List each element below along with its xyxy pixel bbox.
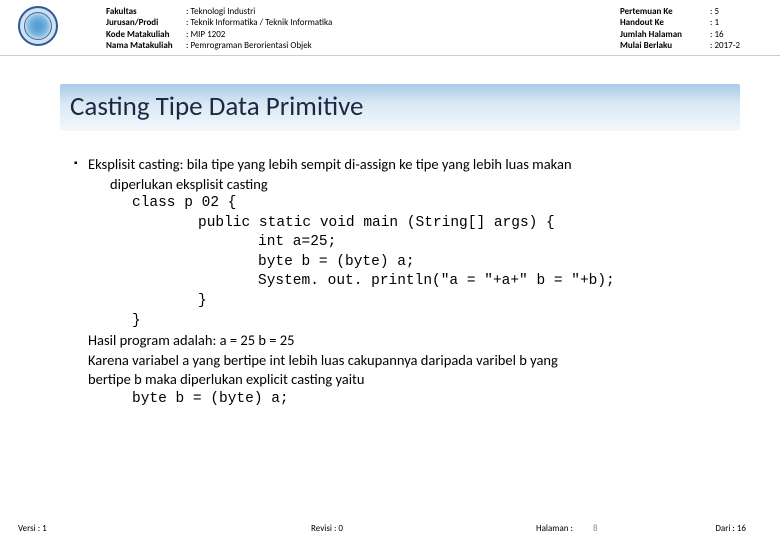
label-mulai: Mulai Berlaku [620,40,710,51]
header-right-values: : 5 : 1 : 16 : 2017-2 [710,6,770,51]
header-left-values: : Teknologi Industri : Teknik Informatik… [186,6,426,51]
code-println: System. out. println("a = "+a+" b = "+b)… [88,272,736,292]
value-handout: : 1 [710,17,770,28]
code-final: byte b = (byte) a; [88,390,736,410]
label-fakultas: Fakultas [106,6,186,17]
result-line-1: Hasil program adalah: a = 25 b = 25 [88,331,736,351]
label-nama: Nama Matakuliah [106,40,186,51]
label-kode: Kode Matakuliah [106,29,186,40]
value-mulai: : 2017-2 [710,40,770,51]
document-footer: Versi : 1 Revisi : 0 Halaman : 8 Dari : … [0,523,780,534]
slide-content: Eksplisit casting: bila tipe yang lebih … [88,155,736,409]
footer-halaman: Halaman : 8 [536,523,676,534]
label-pertemuan: Pertemuan Ke [620,6,710,17]
label-jurusan: Jurusan/Prodi [106,17,186,28]
code-main-open: public static void main (String[] args) … [88,214,736,234]
institution-logo [18,6,58,46]
footer-revisi: Revisi : 0 [178,523,536,534]
bullet-line-1: Eksplisit casting: bila tipe yang lebih … [88,155,736,175]
footer-dari: Dari : 16 [676,523,746,534]
document-header: Fakultas Jurusan/Prodi Kode Matakuliah N… [0,0,780,56]
slide-title: Casting Tipe Data Primitive [70,90,730,123]
bullet-line-2: diperlukan eksplisit casting [88,175,736,195]
code-int-a: int a=25; [88,233,736,253]
label-jumlah: Jumlah Halaman [620,29,710,40]
value-fakultas: : Teknologi Industri [186,6,426,17]
result-line-3: bertipe b maka diperlukan explicit casti… [88,370,736,390]
value-kode: : MIP 1202 [186,29,426,40]
code-class-close: } [88,312,736,332]
footer-versi: Versi : 1 [18,523,178,534]
value-jumlah: : 16 [710,29,770,40]
code-class-open: class p 02 { [88,194,736,214]
footer-page-number: 8 [575,523,598,534]
footer-halaman-label: Halaman : [536,523,573,534]
code-byte-b: byte b = (byte) a; [88,253,736,273]
result-line-2: Karena variabel a yang bertipe int lebih… [88,351,736,371]
value-nama: : Pemrograman Berorientasi Objek [186,40,426,51]
header-left-labels: Fakultas Jurusan/Prodi Kode Matakuliah N… [106,6,186,51]
header-right-labels: Pertemuan Ke Handout Ke Jumlah Halaman M… [620,6,710,51]
slide-title-bar: Casting Tipe Data Primitive [60,84,740,131]
label-handout: Handout Ke [620,17,710,28]
code-main-close: } [88,292,736,312]
value-jurusan: : Teknik Informatika / Teknik Informatik… [186,17,426,28]
header-columns: Fakultas Jurusan/Prodi Kode Matakuliah N… [106,6,770,51]
value-pertemuan: : 5 [710,6,770,17]
